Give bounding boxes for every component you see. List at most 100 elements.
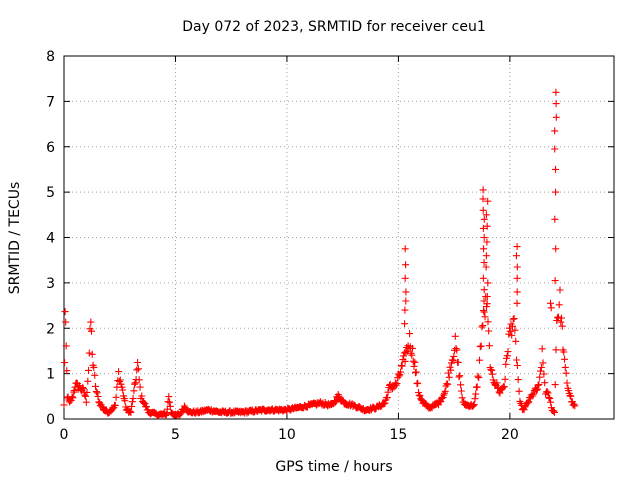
data-point bbox=[513, 274, 521, 282]
data-point bbox=[551, 127, 559, 135]
data-point bbox=[165, 393, 173, 401]
data-point bbox=[566, 392, 574, 400]
data-point bbox=[493, 379, 501, 387]
data-point bbox=[79, 384, 87, 392]
data-point bbox=[398, 362, 406, 370]
data-point bbox=[480, 245, 488, 253]
data-point bbox=[470, 401, 477, 409]
data-point bbox=[547, 304, 555, 312]
data-point bbox=[166, 402, 174, 410]
data-point bbox=[457, 381, 465, 389]
data-point bbox=[62, 342, 70, 350]
data-point bbox=[472, 390, 480, 398]
data-point bbox=[502, 360, 510, 368]
data-point bbox=[558, 322, 566, 330]
data-point bbox=[473, 383, 481, 391]
data-point bbox=[70, 388, 78, 396]
data-point bbox=[62, 318, 70, 326]
data-point bbox=[552, 346, 560, 354]
data-point bbox=[551, 145, 559, 153]
data-point bbox=[499, 384, 507, 392]
data-point bbox=[547, 299, 554, 307]
data-point bbox=[163, 410, 171, 418]
data-point bbox=[551, 408, 558, 416]
data-point bbox=[412, 369, 419, 377]
data-point bbox=[482, 263, 490, 271]
data-point bbox=[415, 391, 423, 399]
data-point bbox=[412, 368, 420, 376]
data-point bbox=[141, 400, 149, 408]
data-point bbox=[115, 368, 123, 376]
data-point bbox=[131, 380, 139, 388]
data-point bbox=[455, 373, 463, 381]
data-point bbox=[480, 259, 488, 266]
data-point bbox=[393, 380, 401, 387]
data-point bbox=[488, 366, 496, 374]
data-point bbox=[554, 313, 562, 321]
data-point bbox=[485, 342, 493, 350]
data-point bbox=[417, 395, 425, 403]
data-point bbox=[563, 379, 571, 387]
data-point bbox=[70, 387, 78, 394]
data-point bbox=[449, 357, 457, 364]
data-point bbox=[452, 345, 460, 352]
data-point bbox=[384, 388, 392, 396]
data-point bbox=[409, 344, 416, 352]
data-point bbox=[128, 402, 136, 410]
data-point bbox=[513, 299, 521, 307]
data-point bbox=[504, 348, 512, 355]
data-point bbox=[90, 363, 98, 371]
data-point bbox=[552, 165, 559, 173]
data-point bbox=[538, 345, 546, 353]
data-point bbox=[87, 318, 95, 326]
data-point bbox=[414, 379, 422, 387]
data-point bbox=[450, 352, 458, 360]
y-tick-label: 3 bbox=[46, 276, 55, 292]
data-point bbox=[533, 385, 541, 393]
data-point bbox=[112, 393, 120, 401]
data-point bbox=[555, 301, 563, 309]
data-point bbox=[524, 399, 532, 407]
data-point bbox=[401, 274, 409, 282]
data-point bbox=[488, 370, 496, 378]
data-point bbox=[92, 382, 99, 390]
data-point bbox=[111, 401, 119, 409]
data-point bbox=[476, 343, 484, 351]
data-point bbox=[552, 100, 560, 108]
data-point bbox=[512, 337, 520, 345]
data-point bbox=[552, 245, 560, 253]
data-point bbox=[477, 342, 485, 350]
data-point bbox=[60, 401, 68, 409]
data-point bbox=[482, 252, 490, 260]
data-point bbox=[494, 384, 502, 392]
data-point bbox=[560, 348, 568, 356]
y-tick-label: 4 bbox=[46, 231, 55, 247]
data-point bbox=[392, 381, 400, 389]
data-point bbox=[82, 392, 90, 400]
data-point bbox=[570, 400, 578, 408]
data-point bbox=[129, 395, 137, 402]
data-point bbox=[537, 364, 545, 371]
data-point bbox=[166, 398, 173, 406]
data-point bbox=[479, 206, 487, 214]
data-point bbox=[402, 288, 410, 296]
data-point bbox=[400, 352, 408, 360]
data-point bbox=[479, 224, 487, 232]
data-point bbox=[505, 330, 513, 338]
data-point bbox=[481, 313, 489, 321]
data-point bbox=[483, 303, 490, 311]
data-point bbox=[510, 315, 518, 322]
data-point bbox=[441, 387, 449, 395]
data-point bbox=[547, 398, 555, 406]
data-point bbox=[539, 359, 547, 367]
data-point bbox=[551, 381, 559, 389]
data-point bbox=[85, 366, 92, 374]
y-tick-label: 0 bbox=[46, 412, 55, 428]
data-point bbox=[503, 352, 511, 360]
data-point bbox=[127, 409, 135, 416]
data-point bbox=[416, 392, 424, 400]
data-point bbox=[483, 238, 491, 246]
data-point bbox=[506, 327, 514, 335]
data-point bbox=[84, 377, 92, 385]
data-point bbox=[134, 365, 142, 373]
